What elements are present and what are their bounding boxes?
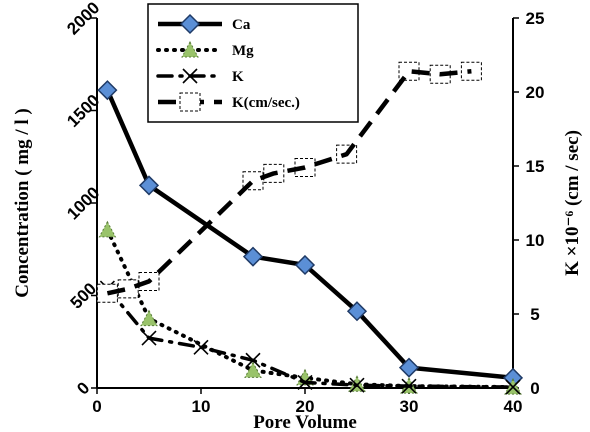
y-right-tick-label: 10 — [526, 231, 545, 250]
k-point — [401, 378, 417, 394]
y-right-title-group: K ×10⁻⁶ (cm / sec) — [562, 130, 583, 276]
legend-label: K — [232, 69, 244, 85]
k-point-stroke — [297, 374, 313, 391]
ca-point — [294, 254, 316, 276]
x-axis-title-group: Pore Volume — [253, 412, 357, 432]
series-markers — [99, 280, 521, 395]
y-left-title-group: Concentration ( mg / l ) — [12, 108, 33, 297]
legend-entry-ca: Ca — [158, 13, 251, 35]
k-point — [182, 68, 198, 84]
x-tick-label: 10 — [192, 397, 211, 416]
legend-label: Mg — [232, 43, 254, 59]
k-point-stroke — [401, 378, 417, 394]
x-tick-label: 0 — [92, 397, 101, 416]
series-line — [105, 89, 514, 381]
series-line — [105, 227, 515, 390]
legend: Ca Mg K K(cm/sec.) — [147, 3, 359, 123]
kcm-point — [179, 92, 201, 112]
legend-entry-k-cm-sec-: K(cm/sec.) — [158, 92, 300, 112]
kcm-point — [398, 61, 420, 81]
k-point-stroke — [349, 377, 365, 393]
kcm-point — [460, 61, 482, 81]
y-left-tick-label: 500 — [67, 279, 100, 312]
y-right-axis-title: K ×10⁻⁶ (cm / sec) — [562, 130, 583, 276]
k-point — [193, 339, 209, 355]
k-point-stroke — [141, 330, 157, 346]
y-right-tick-label: 20 — [526, 83, 545, 102]
y-left-tick-group: 500 — [67, 279, 100, 312]
ca-point — [346, 301, 368, 322]
legend-label: K(cm/sec.) — [232, 95, 300, 111]
k-point-stroke — [245, 352, 261, 368]
legend-entry-k: K — [156, 68, 244, 85]
ca-point — [242, 246, 264, 267]
k-point — [505, 379, 521, 395]
y-right-tick-label: 25 — [526, 9, 545, 28]
series-k — [99, 280, 521, 395]
x-tick-label: 40 — [504, 397, 523, 416]
y-right-tick-label: 5 — [530, 305, 539, 324]
y-left-axis-title: Concentration ( mg / l ) — [12, 108, 33, 297]
y-left-tick-group: 0 — [73, 378, 93, 398]
x-tick-label: 20 — [296, 397, 315, 416]
y-left-tick-label: 0 — [73, 378, 93, 398]
series-ca — [97, 80, 524, 388]
series-markers — [98, 220, 522, 395]
series-mg — [98, 220, 522, 395]
ca-point — [398, 357, 420, 378]
series-line — [106, 69, 472, 296]
series-layer — [96, 61, 524, 395]
mg-point — [181, 40, 199, 58]
k-point — [141, 330, 157, 346]
mg-point — [98, 220, 117, 238]
k-point-stroke — [193, 339, 209, 355]
series-k-cm-sec- — [96, 61, 482, 303]
series-markers — [97, 80, 524, 388]
ca-point — [97, 80, 118, 101]
k-point — [349, 377, 365, 393]
k-point — [297, 374, 313, 391]
ca-point — [138, 175, 160, 196]
mg-point — [244, 361, 262, 378]
mg-point — [140, 309, 158, 327]
x-tick-label: 30 — [400, 397, 419, 416]
k-point — [245, 352, 261, 368]
legend-label: Ca — [232, 17, 251, 33]
legend-entry-mg: Mg — [156, 40, 254, 59]
k-point-stroke — [182, 68, 198, 84]
k-point-stroke — [505, 379, 521, 395]
ca-point — [179, 13, 201, 35]
series-line — [105, 286, 515, 389]
y-right-tick-label: 0 — [530, 379, 539, 398]
x-axis-title: Pore Volume — [253, 412, 357, 432]
y-right-tick-label: 15 — [526, 157, 545, 176]
